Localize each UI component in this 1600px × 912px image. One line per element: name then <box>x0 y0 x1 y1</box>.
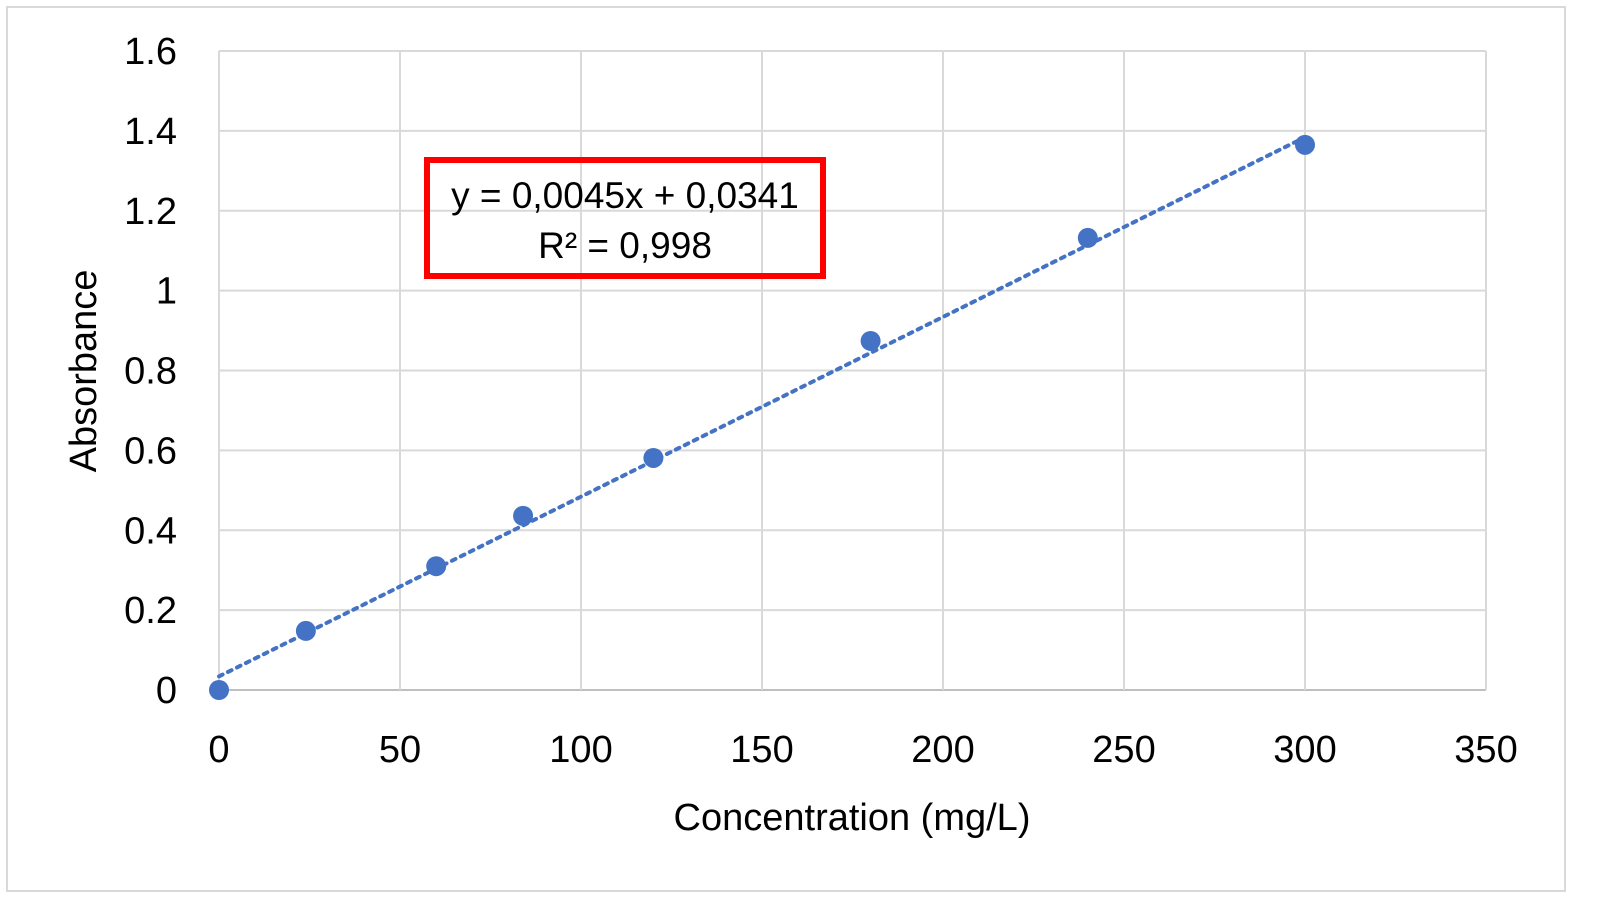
y-tick-label: 0.8 <box>124 351 177 393</box>
trendline-path <box>217 135 1307 679</box>
y-tick-label: 0.6 <box>124 430 177 472</box>
x-tick-label: 100 <box>549 729 612 771</box>
data-point <box>1077 227 1098 248</box>
y-tick-label: 1.4 <box>124 111 177 153</box>
data-point <box>1295 134 1315 155</box>
y-tick-label: 0 <box>156 670 177 712</box>
r-squared: R² = 0,998 <box>538 225 712 266</box>
x-tick-label: 200 <box>911 729 974 771</box>
data-point <box>513 505 534 526</box>
y-axis-label: Absorbance <box>63 270 105 473</box>
data-points <box>209 134 1315 700</box>
data-point <box>860 330 881 351</box>
gridlines <box>218 50 1487 691</box>
y-tick-label: 0.4 <box>124 510 177 552</box>
x-tick-label: 250 <box>1092 729 1155 771</box>
y-tick-label: 1.6 <box>124 31 177 73</box>
x-axis-label: Concentration (mg/L) <box>674 797 1031 839</box>
data-point <box>209 680 229 700</box>
trendline-equation: y = 0,0045x + 0,0341 <box>451 175 799 216</box>
data-point <box>426 556 447 577</box>
tick-labels: 0 0.2 0.4 0.6 0.8 1 1.2 1.4 1.6 0 50 100 150 200 250 30… <box>124 31 1518 771</box>
y-tick-label: 0.2 <box>124 590 177 632</box>
x-tick-label: 50 <box>379 729 421 771</box>
x-tick-label: 0 <box>208 729 229 771</box>
x-tick-label: 150 <box>730 729 793 771</box>
x-tick-label: 300 <box>1273 729 1336 771</box>
x-tick-label: 350 <box>1454 729 1517 771</box>
trendline <box>217 135 1307 679</box>
y-tick-label: 1 <box>156 271 177 313</box>
data-point <box>643 447 664 468</box>
data-point <box>295 620 316 641</box>
trendline-equation-box: y = 0,0045x + 0,0341 R² = 0,998 <box>424 157 826 279</box>
y-tick-label: 1.2 <box>124 191 177 233</box>
